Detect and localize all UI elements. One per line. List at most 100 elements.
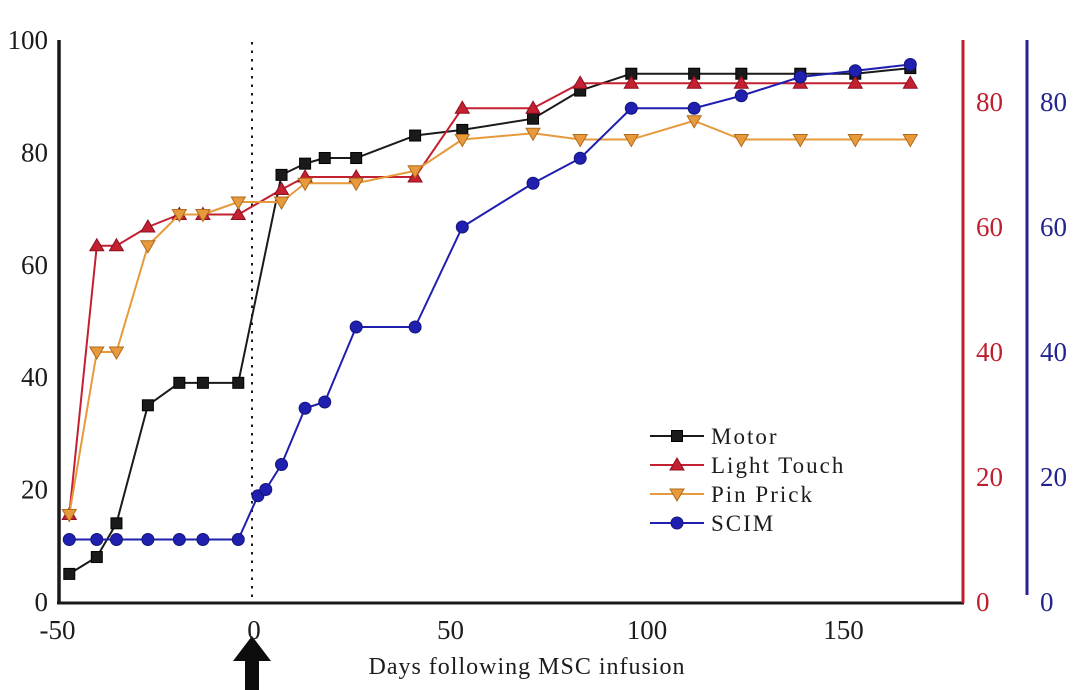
- legend-item-pin-prick: Pin Prick: [650, 482, 812, 507]
- left-axis-tick-label: 80: [21, 137, 48, 167]
- x-axis-tick-label: 100: [627, 615, 668, 645]
- data-point-marker: [90, 533, 104, 546]
- data-point-marker: [902, 134, 919, 148]
- left-axis-tick-label: 60: [21, 250, 48, 280]
- data-point-marker: [195, 209, 211, 223]
- data-point-marker: [230, 206, 247, 220]
- data-point-marker: [456, 123, 469, 136]
- data-point-marker: [196, 376, 209, 389]
- legend-marker-icon: [669, 457, 685, 471]
- data-point-marker: [298, 401, 312, 415]
- left-axis-tick-label: 20: [21, 475, 48, 505]
- data-point-marker: [847, 75, 864, 89]
- legend-marker-icon: [669, 488, 685, 502]
- legend-item-scim: SCIM: [650, 511, 775, 536]
- data-point-marker: [525, 100, 541, 114]
- data-point-marker: [407, 165, 424, 179]
- left-axis-tick-label: 0: [35, 587, 49, 617]
- series-line: [68, 82, 911, 515]
- data-point-marker: [88, 346, 105, 360]
- x-axis-title: Days following MSC infusion: [368, 654, 685, 680]
- data-point-marker: [90, 551, 103, 564]
- data-point-marker: [687, 101, 701, 115]
- legend-label: SCIM: [711, 511, 775, 536]
- data-point-marker: [171, 209, 188, 223]
- x-axis-tick-label: 0: [247, 615, 261, 645]
- data-point-marker: [108, 346, 125, 360]
- data-point-marker: [275, 458, 289, 471]
- blue-axis-tick-label: 40: [1040, 337, 1067, 367]
- data-point-marker: [527, 112, 540, 125]
- data-point-marker: [273, 181, 290, 195]
- data-point-marker: [408, 320, 422, 334]
- data-point-marker: [733, 75, 750, 89]
- data-point-marker: [109, 533, 123, 546]
- data-point-marker: [525, 127, 541, 142]
- blue-axis-tick-label: 80: [1040, 87, 1067, 117]
- data-point-marker: [61, 509, 78, 523]
- legend-item-motor: Motor: [650, 424, 779, 449]
- data-point-marker: [623, 134, 640, 148]
- data-point-marker: [110, 517, 123, 530]
- data-point-marker: [792, 134, 809, 148]
- data-point-marker: [903, 58, 917, 71]
- series-scim: [62, 58, 917, 546]
- left-axis-tick-label: 40: [21, 362, 48, 392]
- series-pin-prick: [61, 115, 919, 523]
- infusion-arrow-icon: [233, 636, 271, 690]
- x-axis-tick-label: 150: [823, 615, 864, 645]
- data-point-marker: [686, 75, 703, 89]
- red-axis-tick-label: 20: [976, 462, 1003, 492]
- data-point-marker: [275, 168, 288, 181]
- legend-marker-icon: [671, 430, 683, 442]
- data-point-marker: [63, 567, 76, 580]
- blue-axis-tick-label: 0: [1040, 587, 1054, 617]
- data-point-marker: [454, 134, 471, 148]
- data-point-marker: [733, 134, 750, 148]
- x-axis-tick-label: 50: [437, 615, 464, 645]
- legend-item-light-touch: Light Touch: [650, 453, 845, 478]
- legend-marker-icon: [670, 516, 684, 530]
- red-axis-tick-label: 0: [976, 587, 990, 617]
- data-point-marker: [793, 70, 807, 84]
- data-point-marker: [847, 134, 864, 148]
- series-layer: [61, 58, 919, 580]
- red-axis-tick-label: 80: [976, 87, 1003, 117]
- data-point-marker: [455, 220, 469, 234]
- data-point-marker: [141, 399, 154, 412]
- data-point-marker: [259, 483, 273, 496]
- data-point-marker: [349, 320, 363, 334]
- data-point-marker: [299, 157, 312, 170]
- blue-axis-tick-label: 20: [1040, 462, 1067, 492]
- legend: Motor Light Touch Pin Prick SCIM: [650, 424, 845, 536]
- data-point-marker: [734, 89, 748, 103]
- data-point-marker: [297, 177, 313, 192]
- data-point-marker: [350, 152, 363, 165]
- data-point-marker: [526, 176, 540, 190]
- data-point-marker: [108, 237, 125, 252]
- data-point-marker: [409, 129, 422, 142]
- data-point-marker: [454, 100, 471, 114]
- data-point-marker: [848, 64, 862, 78]
- data-point-marker: [318, 395, 332, 409]
- data-point-marker: [572, 134, 589, 148]
- data-point-marker: [140, 219, 156, 233]
- data-point-marker: [902, 75, 919, 89]
- data-point-marker: [623, 75, 640, 89]
- legend-label: Motor: [711, 424, 779, 449]
- legend-label: Light Touch: [711, 453, 845, 478]
- data-point-marker: [140, 240, 156, 254]
- data-point-marker: [196, 533, 210, 546]
- data-point-marker: [88, 237, 105, 252]
- data-point-marker: [230, 196, 247, 210]
- data-point-marker: [573, 151, 587, 165]
- x-axis-tick-label: -50: [40, 615, 76, 645]
- data-point-marker: [273, 196, 290, 210]
- data-point-marker: [173, 376, 186, 389]
- data-point-marker: [572, 75, 589, 89]
- data-point-marker: [686, 115, 703, 129]
- red-axis-tick-label: 60: [976, 212, 1003, 242]
